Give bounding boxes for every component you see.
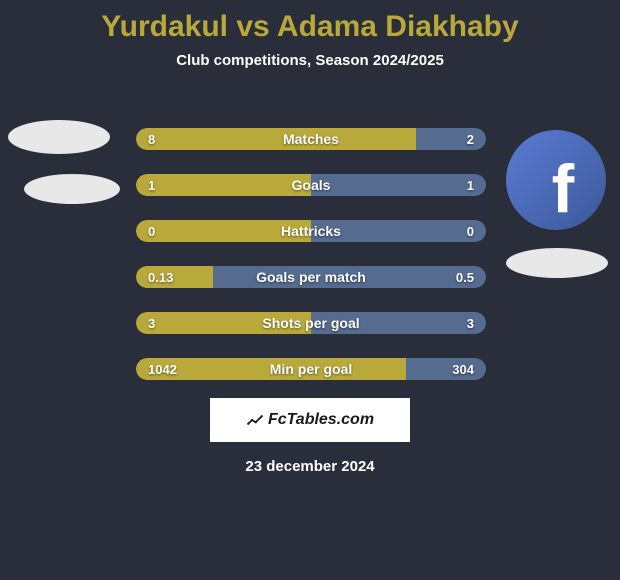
stat-label: Goals bbox=[292, 177, 331, 193]
stat-value-right: 3 bbox=[467, 316, 474, 331]
brand-text: FcTables.com bbox=[246, 411, 374, 429]
stat-row: 8 Matches 2 bbox=[136, 128, 486, 150]
stat-row: 0 Hattricks 0 bbox=[136, 220, 486, 242]
page-title: Yurdakul vs Adama Diakhaby bbox=[0, 0, 620, 52]
stat-label: Shots per goal bbox=[262, 315, 359, 331]
player-left-placeholder-2 bbox=[24, 174, 120, 204]
stat-bar-right bbox=[416, 128, 486, 150]
stats-icon bbox=[246, 411, 264, 429]
stat-value-left: 0 bbox=[148, 224, 155, 239]
stat-value-left: 3 bbox=[148, 316, 155, 331]
stats-container: 8 Matches 2 1 Goals 1 0 Hattricks 0 0.13 Goals per… bbox=[136, 128, 486, 404]
player-right-placeholder bbox=[506, 248, 608, 278]
stat-value-left: 1 bbox=[148, 178, 155, 193]
facebook-letter: f bbox=[552, 150, 575, 228]
stat-value-left: 1042 bbox=[148, 362, 177, 377]
stat-label: Goals per match bbox=[256, 269, 366, 285]
stat-label: Hattricks bbox=[281, 223, 341, 239]
brand-label: FcTables.com bbox=[268, 411, 374, 429]
stat-bar-right bbox=[311, 174, 486, 196]
stat-value-right: 0.5 bbox=[456, 270, 474, 285]
player-right-area: f bbox=[506, 130, 608, 278]
stat-row: 3 Shots per goal 3 bbox=[136, 312, 486, 334]
stat-label: Min per goal bbox=[270, 361, 352, 377]
date-label: 23 december 2024 bbox=[245, 458, 374, 475]
page-subtitle: Club competitions, Season 2024/2025 bbox=[0, 52, 620, 89]
stat-value-right: 1 bbox=[467, 178, 474, 193]
player-left-area bbox=[8, 120, 120, 204]
stat-row: 1 Goals 1 bbox=[136, 174, 486, 196]
stat-row: 0.13 Goals per match 0.5 bbox=[136, 266, 486, 288]
stat-value-left: 8 bbox=[148, 132, 155, 147]
stat-bar-left bbox=[136, 128, 416, 150]
facebook-icon[interactable]: f bbox=[506, 130, 606, 230]
brand-box[interactable]: FcTables.com bbox=[210, 398, 410, 442]
stat-value-right: 2 bbox=[467, 132, 474, 147]
stat-value-right: 304 bbox=[452, 362, 474, 377]
stat-value-left: 0.13 bbox=[148, 270, 173, 285]
stat-value-right: 0 bbox=[467, 224, 474, 239]
stat-row: 1042 Min per goal 304 bbox=[136, 358, 486, 380]
player-left-placeholder-1 bbox=[8, 120, 110, 154]
stat-bar-left bbox=[136, 174, 311, 196]
stat-label: Matches bbox=[283, 131, 339, 147]
